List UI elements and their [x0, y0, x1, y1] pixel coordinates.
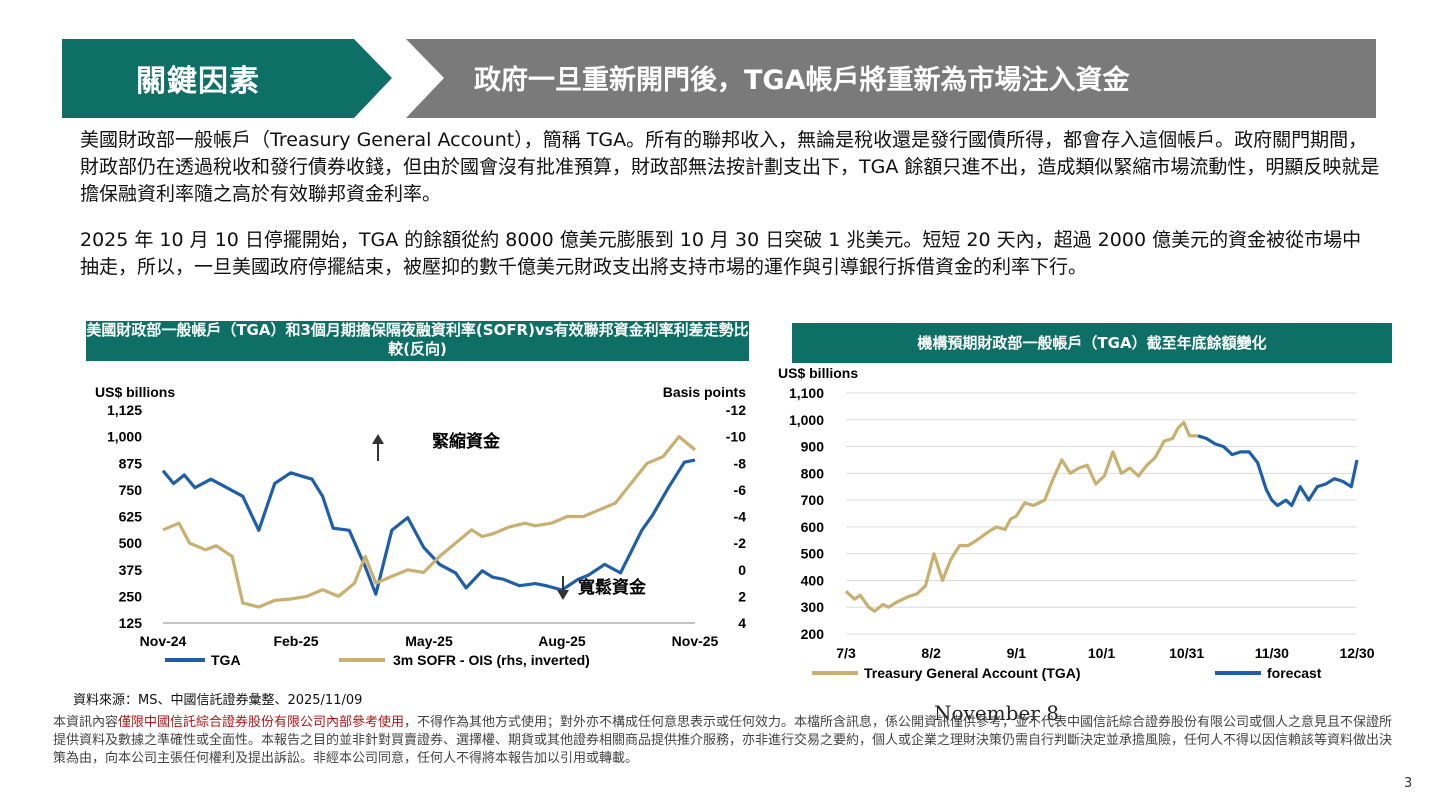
tga-actual-line — [844, 420, 1198, 613]
disclaimer-body: ，不得作為其他方式使用；對外亦不構成任何意思表示或任何效力。本檔所含訊息，係公開… — [53, 715, 1393, 766]
right-y-tick: -6 — [734, 482, 747, 498]
right-y-tick: 0 — [738, 562, 746, 578]
left-y-tick: 1,000 — [107, 429, 142, 445]
disclaimer: 本資訊內容僅限中國信託綜合證券股份有限公司內部參考使用，不得作為其他方式使用；對… — [53, 714, 1393, 768]
easing-annotation: 寬鬆資金 — [557, 576, 647, 600]
right-y-tick: -10 — [726, 429, 746, 445]
x-tick: Nov-24 — [140, 633, 187, 649]
x-tick: 7/3 — [836, 645, 856, 661]
right-chart-axis-label: US$ billions — [778, 365, 858, 381]
x-tick: 10/1 — [1088, 645, 1115, 661]
y-tick: 900 — [801, 439, 825, 455]
right-y-tick: -2 — [734, 535, 747, 551]
legend-sofr: 3m SOFR - OIS (rhs, inverted) — [393, 652, 590, 668]
x-tick: May-25 — [405, 633, 453, 649]
x-tick: 10/31 — [1169, 645, 1204, 661]
x-tick: Feb-25 — [273, 633, 318, 649]
x-tick: Nov-25 — [672, 633, 719, 649]
legend-tga: TGA — [211, 652, 241, 668]
y-tick: 1,000 — [789, 412, 824, 428]
y-tick: 800 — [801, 465, 825, 481]
x-tick: 8/2 — [921, 645, 941, 661]
easing-label: 寬鬆資金 — [577, 577, 647, 597]
paragraph-tga-balance: 2025 年 10 月 10 日停擺開始，TGA 的餘額從約 8000 億美元膨… — [80, 229, 1362, 278]
right-axis-label: Basis points — [663, 384, 746, 400]
y-tick: 200 — [801, 626, 825, 642]
chart-left-title: 美國財政部一般帳戶（TGA）和3個月期擔保隔夜融資利率(SOFR)vs有效聯邦資… — [86, 321, 749, 361]
slide-title: 政府一旦重新開門後，TGA帳戶將重新為市場注入資金 — [474, 65, 1130, 96]
x-tick: 11/30 — [1255, 645, 1289, 661]
legend-forecast: forecast — [1267, 665, 1322, 681]
left-y-tick: 500 — [119, 535, 143, 551]
right-y-tick: 2 — [738, 588, 746, 604]
y-tick: 500 — [801, 546, 825, 562]
tga-forecast-line — [1197, 434, 1359, 508]
disclaimer-prefix: 本資訊內容 — [53, 715, 119, 730]
slide-title-banner: 政府一旦重新開門後，TGA帳戶將重新為市場注入資金 — [406, 39, 1376, 118]
left-y-tick: 750 — [119, 482, 143, 498]
right-y-tick: -8 — [734, 455, 747, 471]
data-source: 資料來源：MS、中國信託證券彙整、2025/11/09 — [73, 693, 363, 708]
y-tick: 1,100 — [789, 385, 824, 401]
y-tick: 700 — [801, 492, 825, 508]
left-y-tick: 125 — [119, 615, 143, 631]
tightening-label: 緊縮資金 — [432, 431, 501, 451]
tga-series-line — [161, 458, 696, 596]
y-tick: 600 — [801, 519, 825, 535]
x-tick: Aug-25 — [538, 633, 586, 649]
section-tag-label: 關鍵因素 — [136, 64, 260, 99]
sofr-series-line — [162, 435, 697, 609]
left-y-tick: 1,125 — [107, 402, 142, 418]
left-y-tick: 625 — [119, 509, 143, 525]
tightening-annotation: 緊縮資金 — [372, 431, 501, 461]
chart-right-title: 機構預期財政部一般帳戶（TGA）截至年底餘額變化 — [792, 323, 1392, 363]
right-y-tick: 4 — [738, 615, 746, 631]
date-stamp: November 8 — [934, 701, 1059, 725]
left-y-tick: 375 — [119, 562, 143, 578]
right-y-tick: -12 — [726, 402, 746, 418]
page-number: 3 — [1404, 776, 1413, 791]
left-axis-label: US$ billions — [95, 384, 175, 400]
legend-tga-actual: Treasury General Account (TGA) — [864, 665, 1081, 681]
left-legend: TGA 3m SOFR - OIS (rhs, inverted) — [165, 652, 590, 668]
section-tag: 關鍵因素 — [62, 39, 392, 118]
y-tick: 400 — [801, 572, 825, 588]
disclaimer-internal-use: 僅限中國信託綜合證券股份有限公司內部參考使用 — [118, 715, 405, 730]
left-y-tick: 250 — [119, 588, 143, 604]
right-legend: Treasury General Account (TGA) forecast — [812, 665, 1322, 681]
left-y-tick: 875 — [119, 455, 143, 471]
paragraph-tga-definition: 美國財政部一般帳戶（Treasury General Account），簡稱 T… — [80, 129, 1380, 205]
x-tick: 12/30 — [1339, 645, 1374, 661]
right-y-tick: -4 — [734, 509, 747, 525]
x-tick: 9/1 — [1007, 645, 1027, 661]
y-tick: 300 — [801, 599, 825, 615]
